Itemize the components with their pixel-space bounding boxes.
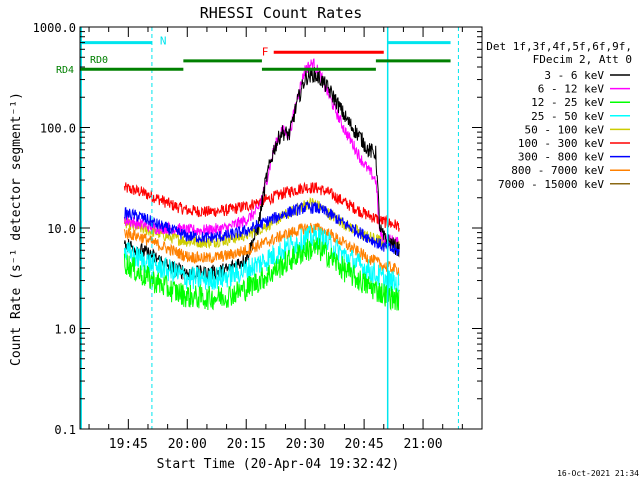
legend-label: 300 - 800 keV xyxy=(518,151,604,164)
legend: Det 1f,3f,4f,5f,6f,9f, FDecim 2, Att 0 3… xyxy=(486,40,632,191)
axis-layer: 0.1 1.0 10.0 100.0 1000.0 19:45 20:00 20:15 20:3… xyxy=(33,21,482,452)
y-tick-label: 1000.0 xyxy=(33,21,76,35)
x-axis-label: Start Time (20-Apr-04 19:32:42) xyxy=(157,457,400,472)
y-tick-label: 1.0 xyxy=(54,323,76,337)
legend-label: 6 - 12 keV xyxy=(538,83,605,96)
legend-label: 800 - 7000 keV xyxy=(511,164,604,177)
series-line-4 xyxy=(123,197,400,253)
chart-title: RHESSI Count Rates xyxy=(200,4,363,22)
legend-label: 7000 - 15000 keV xyxy=(498,178,604,191)
legend-header-line2: FDecim 2, Att 0 xyxy=(533,53,632,66)
x-tick-label: 20:00 xyxy=(168,437,207,452)
legend-label: 100 - 300 keV xyxy=(518,137,604,150)
y-tick-label: 100.0 xyxy=(40,122,76,136)
x-tick-label: 20:30 xyxy=(286,437,325,452)
legend-label: 50 - 100 keV xyxy=(525,123,605,136)
x-tick-label: 21:00 xyxy=(403,437,442,452)
timestamp-label: 16-Oct-2021 21:34 xyxy=(557,469,639,478)
legend-label: 12 - 25 keV xyxy=(531,96,604,109)
y-tick-label: 0.1 xyxy=(54,423,76,437)
plot-area: N F RD0 RD4 xyxy=(56,27,459,429)
flare-flag-label: F xyxy=(262,45,269,58)
y-axis-label: Count Rate (s⁻¹ detector segment⁻¹) xyxy=(9,92,24,366)
rd0-label: RD0 xyxy=(90,55,108,66)
y-tick-label: 10.0 xyxy=(47,222,76,236)
series-line-3 xyxy=(123,225,400,296)
series-line-7 xyxy=(123,222,400,276)
series-line-2 xyxy=(123,237,400,311)
legend-label: 25 - 50 keV xyxy=(531,110,604,123)
series-layer xyxy=(123,58,400,311)
legend-header-line1: Det 1f,3f,4f,5f,6f,9f, xyxy=(486,40,632,53)
x-tick-label: 20:15 xyxy=(227,437,266,452)
overlay-layer: N F RD0 RD4 xyxy=(56,27,459,429)
rd4-label: RD4 xyxy=(56,65,74,76)
night-flag-label: N xyxy=(160,35,167,48)
x-tick-label: 19:45 xyxy=(109,437,148,452)
x-tick-label: 20:45 xyxy=(345,437,384,452)
series-line-6 xyxy=(124,201,400,256)
legend-label: 3 - 6 keV xyxy=(544,69,604,82)
